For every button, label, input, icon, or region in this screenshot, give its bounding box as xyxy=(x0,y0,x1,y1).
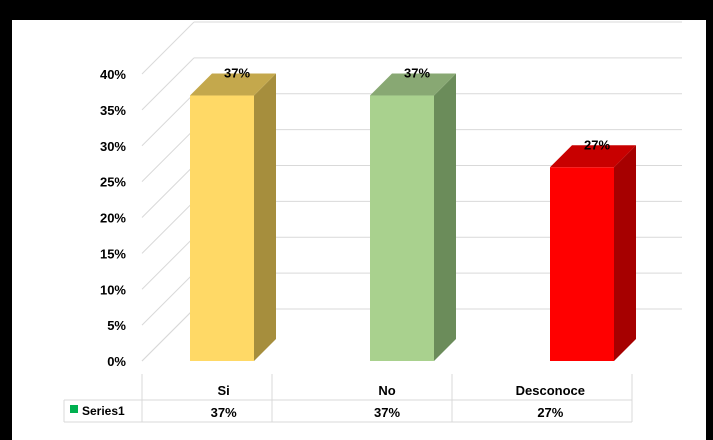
legend-label: Series1 xyxy=(82,404,125,418)
table-value: 37% xyxy=(374,405,400,420)
gridline-depth xyxy=(141,236,195,290)
y-tick-label: 25% xyxy=(100,175,126,190)
y-tick-label: 10% xyxy=(100,282,126,297)
table-value: 27% xyxy=(537,405,563,420)
y-tick-label: 30% xyxy=(100,139,126,154)
bar-front xyxy=(370,95,434,362)
floor-edge xyxy=(141,308,195,362)
gridline-depth xyxy=(141,201,195,254)
legend-swatch xyxy=(70,405,78,413)
bar-front xyxy=(550,167,614,361)
gridline-depth xyxy=(141,93,195,147)
bar-top xyxy=(370,73,456,96)
bar-side xyxy=(434,73,456,362)
bar-front xyxy=(190,95,254,362)
bar-chart: 0% 5% 10% 15% 20% 25% 30% 35% 40% 37% 37% 27% Si 37% N… xyxy=(63,21,682,423)
bar-top xyxy=(550,145,636,168)
y-tick-label: 40% xyxy=(100,67,126,82)
data-label: 27% xyxy=(584,137,610,152)
bar-side xyxy=(614,145,636,361)
data-label: 37% xyxy=(404,66,430,81)
bar-side xyxy=(254,73,276,362)
y-tick-label: 5% xyxy=(107,318,126,333)
x-tick-label: Si xyxy=(218,383,230,398)
chart-area: 0% 5% 10% 15% 20% 25% 30% 35% 40% 37% 37% 27% Si 37% N… xyxy=(12,20,706,440)
y-tick-label: 0% xyxy=(107,354,126,369)
data-label: 37% xyxy=(224,66,250,81)
x-tick-label: No xyxy=(378,383,395,398)
y-tick-label: 15% xyxy=(100,246,126,261)
gridline-depth xyxy=(141,21,195,75)
x-tick-label: Desconoce xyxy=(516,383,585,398)
y-tick-label: 20% xyxy=(100,211,126,226)
gridline-depth xyxy=(141,272,195,326)
gridline-depth xyxy=(141,165,195,218)
gridline-depth xyxy=(141,57,195,111)
table-value: 37% xyxy=(211,405,237,420)
y-tick-label: 35% xyxy=(100,103,126,118)
gridline-depth xyxy=(141,129,195,182)
bar-top xyxy=(190,73,276,96)
